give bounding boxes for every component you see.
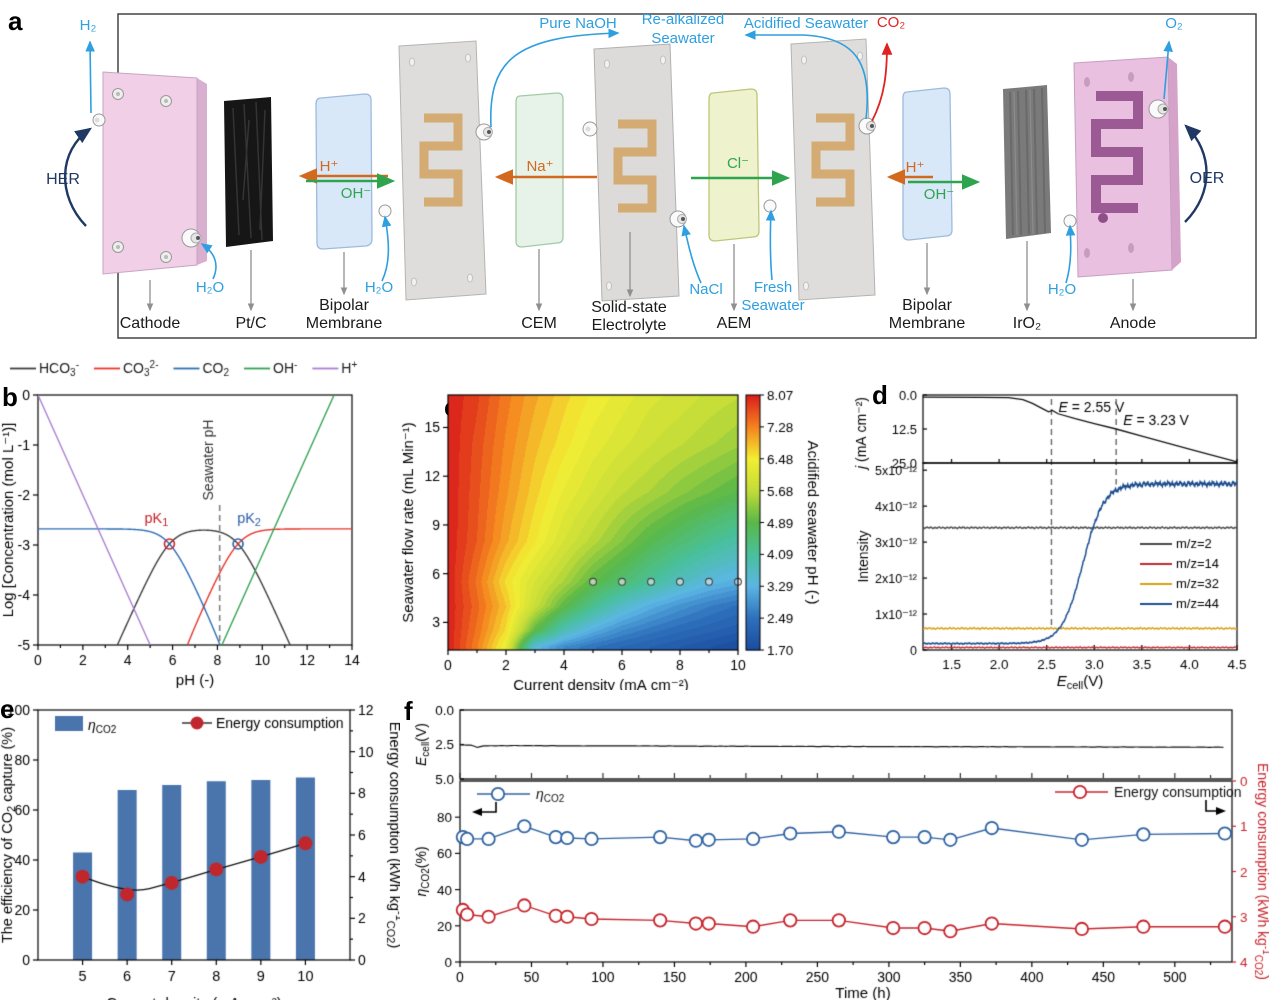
nacl-arrow <box>681 224 702 284</box>
anode-left-port <box>1063 214 1077 228</box>
cem-label: CEM <box>521 315 557 332</box>
realkalized-label-line1: Re-alkalized <box>642 11 725 28</box>
chart-b-speciation <box>0 350 400 690</box>
flow-plate-1 <box>378 40 493 301</box>
h-plus-label-1: H⁺ <box>320 158 339 175</box>
oer-arc-arrow <box>1184 124 1208 223</box>
na-plus-label: Na⁺ <box>526 158 553 175</box>
cl-minus-label: Cl⁻ <box>727 155 749 172</box>
aem-membrane <box>708 88 760 242</box>
ptc-label: Pt/C <box>235 315 266 332</box>
her-arc-arrow <box>63 127 92 227</box>
ptc-electrode <box>224 97 273 247</box>
h2-out-arrow <box>85 40 95 114</box>
h2o-cathode-label: H₂O <box>196 279 224 296</box>
sse-label-line2: Electrolyte <box>592 317 667 334</box>
bpm1-label-line1: Bipolar <box>319 297 369 314</box>
co2-label: CO₂ <box>877 14 906 31</box>
sse-label-line1: Solid-state <box>591 299 667 316</box>
cem-membrane <box>515 92 564 248</box>
realkalized-label-line2: Seawater <box>651 30 714 47</box>
flow-plate-2 <box>763 38 876 301</box>
cathode-plate <box>92 71 207 275</box>
aem-label: AEM <box>717 315 752 332</box>
chart-c-ph-heatmap <box>400 350 820 690</box>
pure-naoh-label: Pure NaOH <box>539 15 617 32</box>
bpm2-label-line2: Membrane <box>889 315 966 332</box>
nacl-label: NaCl <box>689 281 722 298</box>
pure-naoh-arrow <box>490 28 620 128</box>
o2-label: O₂ <box>1165 15 1183 32</box>
anode-serpentine-channel <box>1091 91 1143 213</box>
fresh-label-line1: Fresh <box>754 279 792 296</box>
bpm2-label-line1: Bipolar <box>902 297 952 314</box>
fresh-label-line2: Seawater <box>741 297 804 314</box>
bpm1-label-line2: Membrane <box>306 315 383 332</box>
h2-label: H₂ <box>80 17 97 34</box>
h2o-anode-label: H₂O <box>1048 281 1076 298</box>
iro2-electrode <box>1003 85 1051 239</box>
o2-out-arrow <box>1163 40 1173 100</box>
anode-label: Anode <box>1110 315 1156 332</box>
chart-f-stability <box>400 690 1269 1000</box>
serpentine-channel-1 <box>419 113 463 207</box>
serpentine-channel-2 <box>613 119 657 213</box>
chart-d-ms-traces <box>820 350 1269 690</box>
h2o-anode-arrow <box>1065 224 1076 284</box>
chart-e-efficiency-bars <box>0 690 400 1000</box>
panel-a-schematic: H₂ HER H₂O Cathode Pt/C H⁺ OH⁻ H₂O Bipol… <box>46 11 1257 339</box>
cathode-label: Cathode <box>120 315 181 332</box>
co2-out-arrow <box>871 42 893 122</box>
oh-minus-label-1: OH⁻ <box>341 185 371 202</box>
acidified-seawater-arrow <box>744 30 869 120</box>
h-plus-label-2: H⁺ <box>906 159 925 176</box>
h2o-cathode-arrow <box>200 243 217 280</box>
flow-plate-2-left-port <box>763 199 777 213</box>
fresh-seawater-arrow <box>765 209 776 281</box>
anode-plate <box>1063 56 1181 278</box>
h2o-bpm1-arrow <box>381 215 392 282</box>
cathode-bolts <box>112 88 172 263</box>
iro2-label: IrO₂ <box>1013 315 1041 332</box>
acidified-seawater-label: Acidified Seawater <box>744 15 868 32</box>
bipolar-membrane-1 <box>315 93 373 250</box>
solid-state-electrolyte-plate <box>582 43 687 302</box>
oh-minus-label-2: OH⁻ <box>924 186 954 203</box>
flow-plate-1-left-port <box>378 204 392 218</box>
serpentine-channel-3 <box>811 113 855 207</box>
bipolar-membrane-2 <box>902 87 953 241</box>
h2o-bpm1-label: H₂O <box>365 279 393 296</box>
oer-label: OER <box>1190 170 1225 187</box>
panel-a-letter: a <box>8 6 23 36</box>
her-label: HER <box>46 171 80 188</box>
